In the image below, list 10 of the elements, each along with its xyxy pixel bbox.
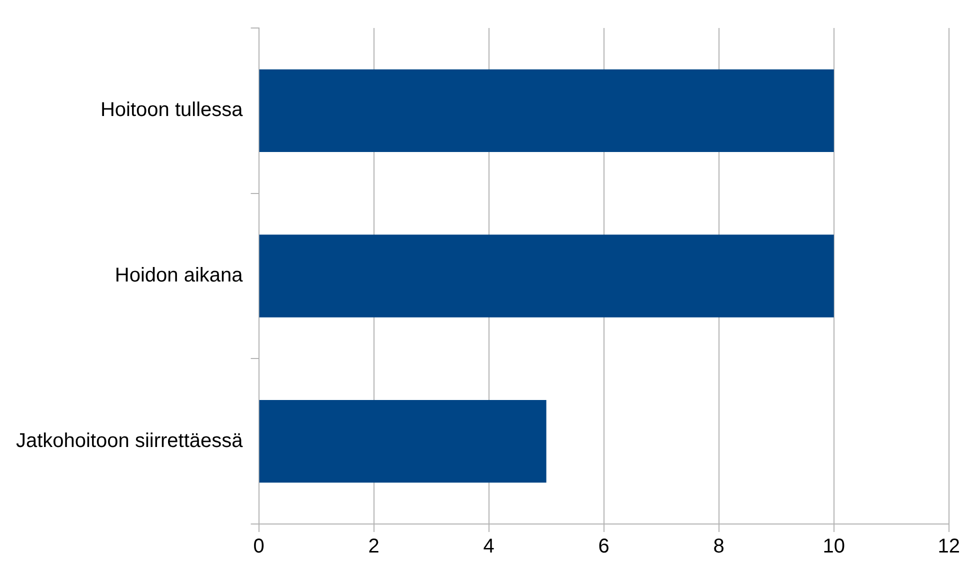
x-tick-label: 0 [253,536,264,558]
x-tick-label: 8 [713,536,724,558]
y-tick-label: Hoitoon tullessa [100,99,244,122]
x-tick-label: 4 [483,536,494,558]
y-tick-label: Hoidon aikana [114,264,244,287]
x-tick-label: 2 [368,536,380,558]
x-tick-label: 10 [822,536,845,558]
x-tick-label: 12 [938,536,960,558]
x-tick-label: 6 [598,536,610,558]
y-tick-label: Jatkohoitoon siirrettäessä [16,430,244,452]
